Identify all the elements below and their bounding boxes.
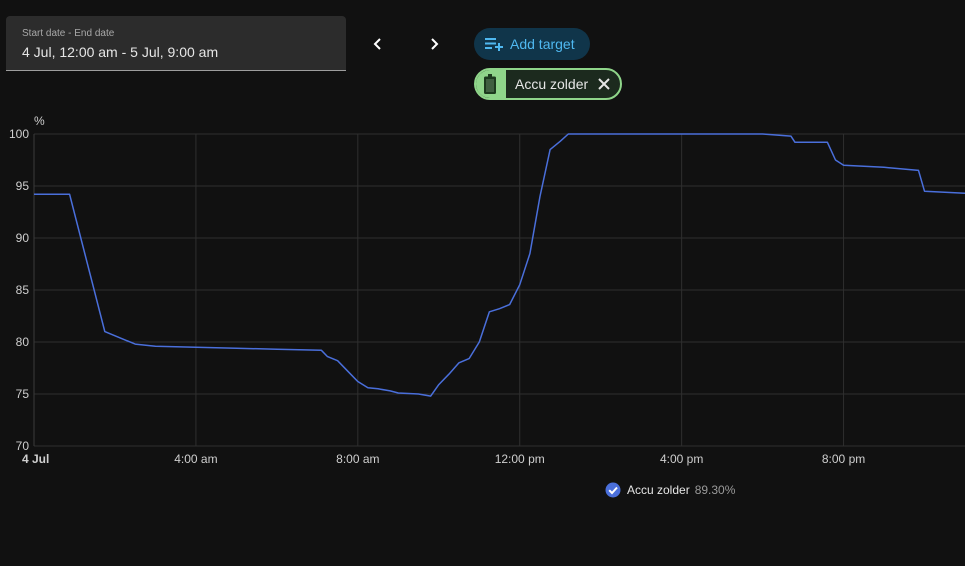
chart-series bbox=[34, 133, 965, 397]
x-tick-label: 12:00 pm bbox=[495, 452, 545, 466]
y-axis-unit-label: % bbox=[34, 114, 45, 128]
y-tick-label: 100 bbox=[9, 127, 29, 141]
remove-target-button[interactable] bbox=[598, 78, 610, 90]
checkbox-checked-icon bbox=[605, 482, 621, 498]
chevron-right-icon bbox=[431, 38, 439, 50]
x-tick-label: 8:00 pm bbox=[822, 452, 865, 466]
history-line-chart: % 100 95 90 85 80 75 70 4 Jul 4:00 am 8:00 am 12:… bbox=[9, 114, 965, 466]
y-tick-label: 90 bbox=[16, 231, 30, 245]
y-axis: 100 95 90 85 80 75 70 bbox=[9, 127, 29, 453]
x-tick-label: 4:00 am bbox=[174, 452, 217, 466]
playlist-add-icon bbox=[485, 38, 503, 51]
chevron-left-icon bbox=[373, 38, 381, 50]
battery-icon bbox=[484, 74, 496, 94]
target-chip-label: Accu zolder bbox=[515, 76, 589, 92]
target-chip[interactable]: Accu zolder bbox=[474, 68, 622, 100]
y-tick-label: 80 bbox=[16, 335, 30, 349]
x-axis: 4 Jul 4:00 am 8:00 am 12:00 pm 4:00 pm 8:00 p… bbox=[22, 452, 865, 466]
y-tick-label: 85 bbox=[16, 283, 30, 297]
chart-grid bbox=[33, 133, 965, 447]
add-target-button[interactable]: Add target bbox=[474, 28, 590, 60]
y-tick-label: 95 bbox=[16, 179, 30, 193]
close-icon bbox=[598, 78, 610, 90]
series-line bbox=[34, 133, 965, 397]
legend-series-value: 89.30% bbox=[694, 483, 736, 497]
legend-series-name: Accu zolder bbox=[627, 483, 690, 497]
x-tick-label: 4:00 pm bbox=[660, 452, 703, 466]
date-range-label: Start date - End date bbox=[22, 28, 115, 39]
y-tick-label: 75 bbox=[16, 387, 30, 401]
x-tick-label: 4 Jul bbox=[22, 452, 49, 466]
add-target-label: Add target bbox=[510, 36, 575, 52]
chip-icon-container bbox=[476, 70, 506, 98]
y-tick-label: 70 bbox=[16, 439, 30, 453]
previous-period-button[interactable] bbox=[358, 24, 398, 64]
date-range-picker[interactable]: Start date - End date 4 Jul, 12:00 am - … bbox=[6, 16, 346, 71]
legend-item[interactable]: Accu zolder 89.30% bbox=[605, 482, 735, 498]
date-range-value: 4 Jul, 12:00 am - 5 Jul, 9:00 am bbox=[22, 44, 219, 60]
x-tick-label: 8:00 am bbox=[336, 452, 379, 466]
next-period-button[interactable] bbox=[414, 24, 454, 64]
